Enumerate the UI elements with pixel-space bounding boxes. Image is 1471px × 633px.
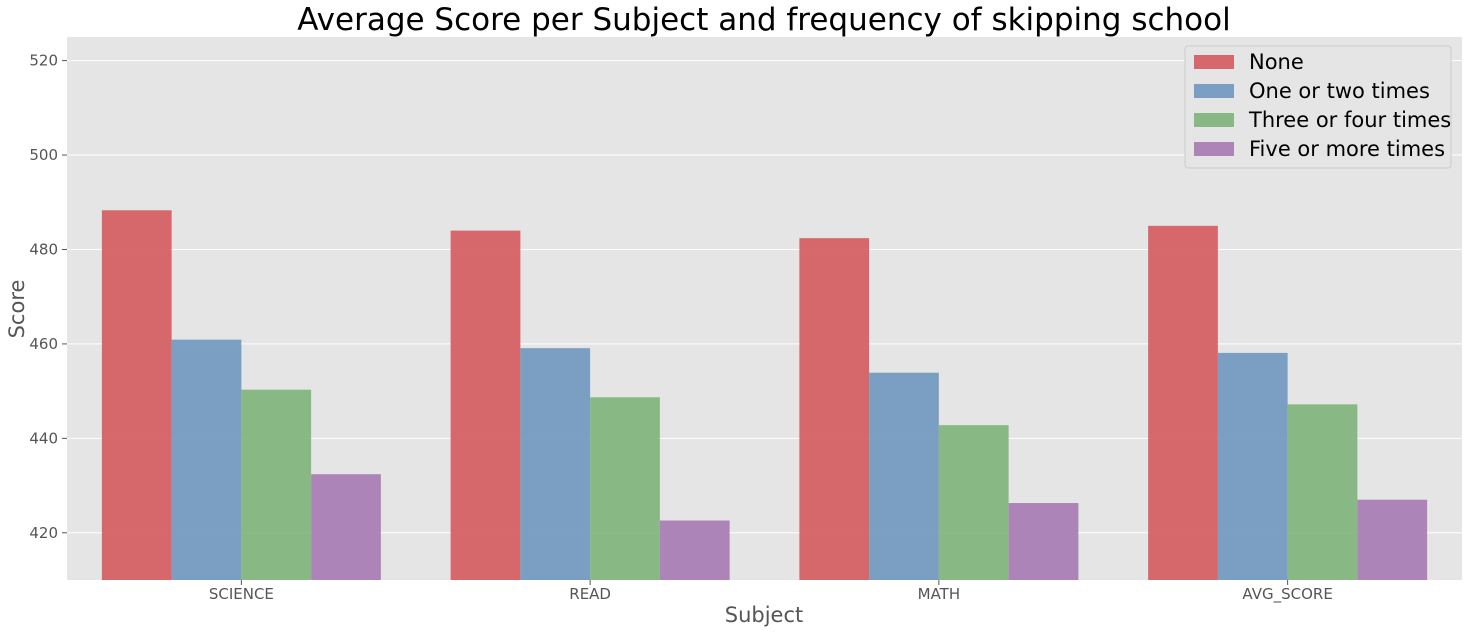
legend-swatch (1194, 84, 1234, 98)
legend-swatch (1194, 142, 1234, 156)
bar (450, 230, 521, 580)
y-tick-label: 480 (29, 240, 58, 258)
bar (1217, 352, 1288, 580)
chart-title: Average Score per Subject and frequency … (297, 2, 1230, 38)
bar (1357, 499, 1428, 580)
x-axis-ticks: SCIENCE READ MATH AVG_SCORE (209, 580, 1333, 604)
y-tick-label: 440 (29, 429, 58, 447)
legend-swatch (1194, 113, 1234, 127)
bar (590, 397, 660, 580)
bar (659, 520, 730, 580)
bar (101, 210, 172, 580)
bar (171, 339, 242, 580)
y-axis-ticks: 420 440 460 480 500 520 (29, 52, 67, 542)
x-tick-label: READ (569, 585, 611, 603)
legend-label: Three or four times (1248, 108, 1451, 132)
y-tick-label: 500 (29, 146, 58, 164)
x-axis-title: Subject (725, 603, 804, 627)
bar (520, 348, 591, 580)
x-tick-label: AVG_SCORE (1242, 585, 1332, 604)
legend-label: None (1249, 50, 1304, 74)
legend-label: One or two times (1249, 79, 1430, 103)
bar (799, 238, 870, 580)
legend-label: Five or more times (1249, 137, 1445, 161)
x-tick-label: SCIENCE (209, 585, 274, 603)
bar (311, 474, 381, 580)
y-tick-label: 520 (29, 52, 58, 70)
legend: None One or two times Three or four times F… (1184, 45, 1452, 169)
bars (101, 210, 1428, 580)
x-tick-label: MATH (918, 585, 960, 603)
bar (869, 372, 939, 580)
y-axis-title: Score (5, 280, 29, 339)
y-tick-label: 460 (29, 335, 58, 353)
legend-box (1184, 45, 1452, 169)
bar (1287, 404, 1358, 580)
bar (938, 425, 1009, 580)
bar (241, 389, 312, 580)
bar (1148, 225, 1218, 580)
legend-swatch (1194, 55, 1234, 69)
bar (1008, 503, 1079, 580)
y-tick-label: 420 (29, 524, 58, 542)
